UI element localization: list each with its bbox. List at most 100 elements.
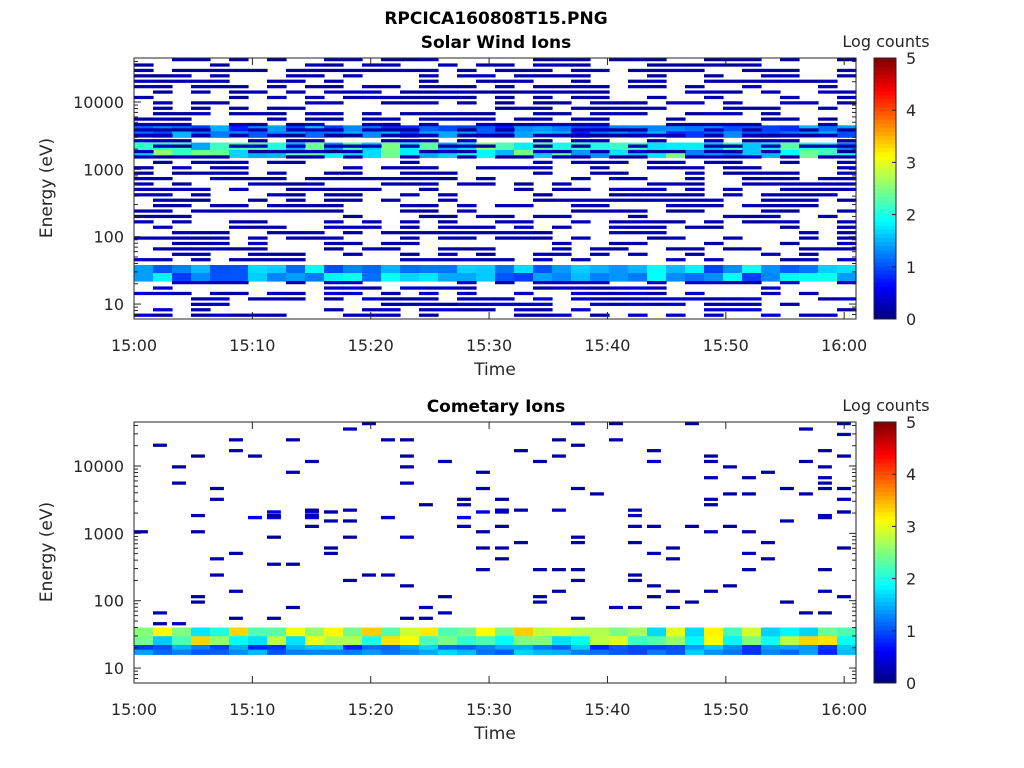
heatmap-cell (362, 308, 382, 312)
heatmap-cell (324, 144, 344, 148)
heatmap-cell (742, 133, 762, 137)
heatmap-cell (495, 231, 515, 235)
heatmap-cell (229, 291, 249, 296)
heatmap-cell (780, 142, 800, 151)
colorbar-segment (874, 589, 896, 594)
heatmap-cell (723, 79, 743, 83)
heatmap-cell (590, 106, 610, 110)
colorbar-frame (873, 421, 897, 684)
heatmap-cell (590, 209, 610, 213)
heatmap-cell (799, 459, 813, 464)
heatmap-cell (647, 627, 667, 637)
heatmap-cell (134, 193, 154, 197)
heatmap-cell (799, 313, 819, 317)
heatmap-cell (533, 252, 553, 256)
heatmap-cell (210, 166, 230, 170)
heatmap-cell (533, 63, 553, 67)
heatmap-cell (514, 220, 534, 224)
heatmap-cell (685, 247, 705, 251)
heatmap-cell (324, 187, 344, 192)
heatmap-cell (533, 166, 553, 170)
colorbar-segment (874, 172, 896, 177)
heatmap-cell (628, 187, 648, 192)
heatmap-cell (704, 90, 724, 94)
heatmap-cell (305, 176, 325, 181)
heatmap-cell (324, 627, 344, 637)
heatmap-cell (799, 291, 819, 296)
heatmap-cell (742, 204, 762, 208)
heatmap-cell (343, 636, 363, 646)
heatmap-cell (552, 198, 572, 202)
heatmap-cell (666, 557, 680, 561)
heatmap-cell (191, 454, 205, 458)
heatmap-cell (172, 252, 192, 256)
heatmap-cell (704, 636, 724, 646)
heatmap-cell (419, 209, 439, 213)
heatmap-cell (476, 568, 490, 572)
heatmap-cell (210, 209, 230, 213)
heatmap-cell (495, 214, 515, 219)
heatmap-cell (723, 649, 743, 655)
heatmap-cell (286, 291, 306, 296)
heatmap-cell (476, 79, 496, 83)
heatmap-cell (381, 182, 401, 186)
heatmap-cell (210, 155, 230, 159)
heatmap-cell (153, 273, 173, 282)
heatmap-cell (723, 492, 737, 496)
heatmap-cell (419, 313, 439, 317)
heatmap-cell (191, 644, 211, 651)
heatmap-cell (723, 122, 743, 127)
heatmap-cell (248, 258, 268, 262)
heatmap-cell (324, 79, 344, 83)
heatmap-cell (400, 465, 414, 469)
heatmap-cell (742, 280, 762, 285)
heatmap-cell (628, 252, 648, 256)
heatmap-cell (229, 85, 249, 89)
heatmap-cell (400, 584, 414, 588)
heatmap-cell (590, 644, 610, 651)
heatmap-cell (780, 117, 800, 121)
heatmap-cell (248, 454, 262, 458)
heatmap-cell (495, 636, 515, 646)
heatmap-cell (400, 204, 420, 208)
heatmap-cell (172, 74, 192, 78)
heatmap-cell (514, 142, 534, 151)
heatmap-cell (362, 85, 382, 89)
heatmap-cell (571, 144, 591, 148)
heatmap-cell (647, 74, 667, 78)
heatmap-cell (780, 627, 800, 637)
heatmap-cell (609, 106, 629, 110)
heatmap-cell (267, 297, 287, 301)
heatmap-cell (818, 313, 838, 317)
heatmap-cell (723, 149, 743, 154)
heatmap-cell (153, 622, 167, 626)
heatmap-cell (647, 265, 667, 274)
heatmap-cell (305, 139, 325, 143)
heatmap-cell (742, 79, 762, 83)
colorbar-segment (874, 548, 896, 553)
y-tick-label: 1000 (83, 160, 124, 179)
heatmap-cell (799, 265, 819, 274)
heatmap-cell (723, 90, 743, 94)
heatmap-cell (571, 308, 591, 312)
heatmap-cell (628, 112, 648, 116)
heatmap-cell (286, 133, 306, 137)
heatmap-cell (153, 198, 173, 202)
heatmap-cell (533, 297, 553, 301)
heatmap-cell (286, 562, 300, 566)
heatmap-cell (381, 241, 401, 246)
heatmap-cell (476, 74, 496, 78)
heatmap-cell (172, 465, 186, 469)
heatmap-cell (438, 193, 458, 197)
heatmap-cell (229, 112, 249, 116)
colorbar-segment (874, 617, 896, 623)
heatmap-cell (324, 198, 344, 202)
heatmap-cell (780, 600, 794, 604)
heatmap-cell (457, 68, 477, 73)
heatmap-cell (343, 427, 357, 431)
heatmap-cell (780, 265, 800, 274)
heatmap-cell (153, 258, 173, 262)
heatmap-cell (590, 280, 610, 285)
heatmap-cell (647, 182, 667, 186)
